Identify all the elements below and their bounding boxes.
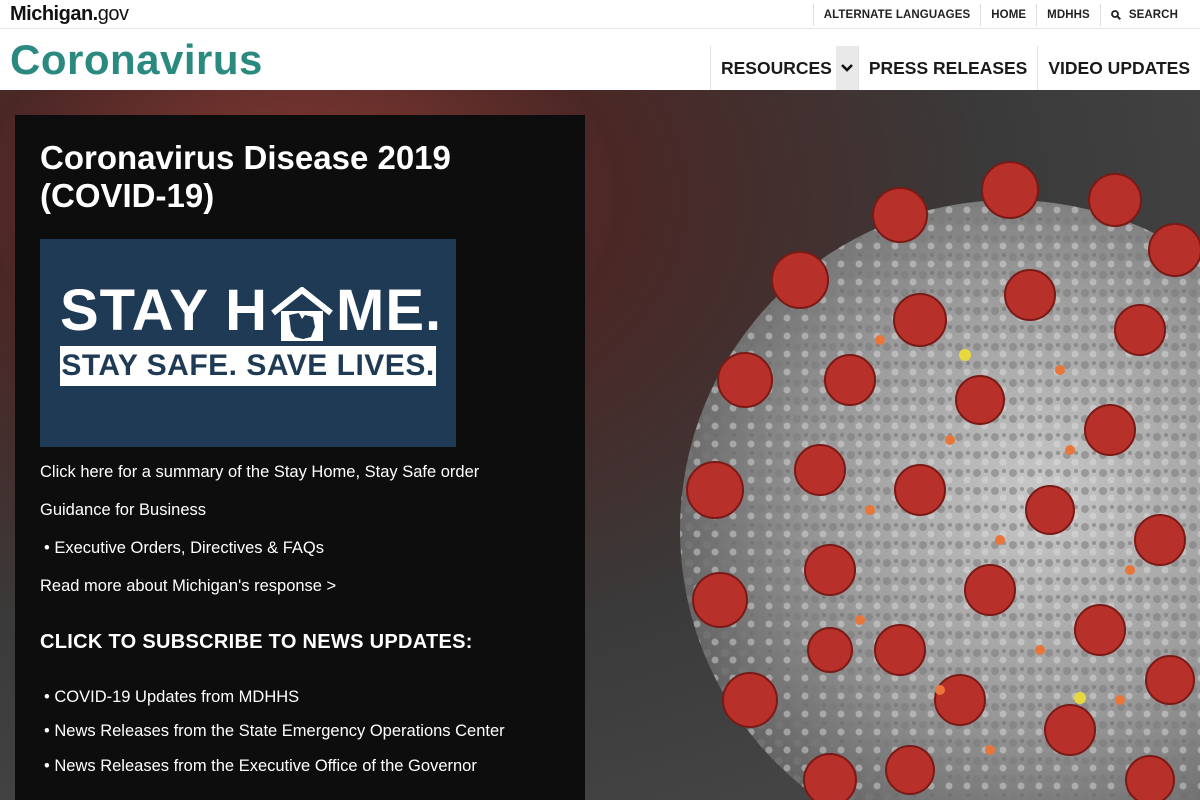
bullet: • bbox=[44, 539, 50, 557]
stay-home-line1: STAY H ME. bbox=[60, 281, 442, 341]
nav-video-updates[interactable]: VIDEO UPDATES bbox=[1037, 46, 1200, 90]
subscription-item[interactable]: • COVID-19 Updates from MDHHS bbox=[40, 688, 299, 707]
utility-nav: ALTERNATE LANGUAGES HOME MDHHS SEARCH bbox=[813, 4, 1188, 26]
site-header: Coronavirus RESOURCES PRESS RELEASES VID… bbox=[0, 29, 1200, 90]
executive-orders-link[interactable]: Executive Orders, Directives & FAQs bbox=[54, 539, 324, 557]
summary-link[interactable]: Click here for a summary of the Stay Hom… bbox=[40, 463, 479, 482]
nav-resources-label: RESOURCES bbox=[721, 46, 832, 90]
mdhhs-updates-link[interactable]: COVID-19 Updates from MDHHS bbox=[54, 688, 299, 706]
subscription-item[interactable]: • News Releases from the Executive Offic… bbox=[40, 757, 477, 776]
resources-dropdown-toggle[interactable] bbox=[836, 46, 858, 90]
logo-suffix: gov bbox=[98, 3, 129, 25]
subscription-item[interactable]: • News Releases from the State Emergency… bbox=[40, 722, 505, 741]
guidance-link[interactable]: Guidance for Business bbox=[40, 501, 206, 520]
search-icon bbox=[1111, 10, 1121, 20]
panel-title: Coronavirus Disease 2019 (COVID-19) bbox=[40, 139, 560, 215]
logo-name: Michigan bbox=[10, 3, 93, 25]
nav-press-releases[interactable]: PRESS RELEASES bbox=[858, 46, 1038, 90]
seoc-releases-link[interactable]: News Releases from the State Emergency O… bbox=[54, 722, 504, 740]
home-link[interactable]: HOME bbox=[980, 4, 1036, 26]
site-title[interactable]: Coronavirus bbox=[10, 36, 263, 84]
stay-home-text-right: ME. bbox=[336, 278, 442, 343]
hero-section: Coronavirus Disease 2019 (COVID-19) STAY… bbox=[0, 90, 1200, 800]
bullet: • bbox=[44, 722, 50, 740]
chevron-down-icon bbox=[841, 64, 853, 72]
michigan-house-icon bbox=[269, 287, 335, 341]
main-nav: RESOURCES PRESS RELEASES VIDEO UPDATES bbox=[710, 46, 1200, 90]
covid-info-panel: Coronavirus Disease 2019 (COVID-19) STAY… bbox=[15, 115, 585, 800]
search-label: SEARCH bbox=[1129, 4, 1178, 26]
search-link[interactable]: SEARCH bbox=[1100, 4, 1188, 26]
stay-home-banner[interactable]: STAY H ME. STAY SAFE. SAVE LIVES. bbox=[40, 239, 456, 447]
bullet: • bbox=[44, 688, 50, 706]
executive-orders-item[interactable]: • Executive Orders, Directives & FAQs bbox=[40, 539, 324, 558]
governor-releases-link[interactable]: News Releases from the Executive Office … bbox=[54, 757, 476, 775]
alternate-languages-link[interactable]: ALTERNATE LANGUAGES bbox=[813, 4, 981, 26]
nav-resources[interactable]: RESOURCES bbox=[710, 46, 858, 90]
read-more-link[interactable]: Read more about Michigan's response > bbox=[40, 577, 336, 596]
michigan-gov-logo[interactable]: Michigan.gov bbox=[10, 3, 128, 26]
stay-home-line2: STAY SAFE. SAVE LIVES. bbox=[60, 346, 436, 386]
bullet: • bbox=[44, 757, 50, 775]
subscribe-heading: CLICK TO SUBSCRIBE TO NEWS UPDATES: bbox=[40, 631, 473, 654]
utility-bar: Michigan.gov ALTERNATE LANGUAGES HOME MD… bbox=[0, 0, 1200, 29]
mdhhs-link[interactable]: MDHHS bbox=[1036, 4, 1100, 26]
stay-home-text-left: STAY H bbox=[60, 278, 268, 343]
